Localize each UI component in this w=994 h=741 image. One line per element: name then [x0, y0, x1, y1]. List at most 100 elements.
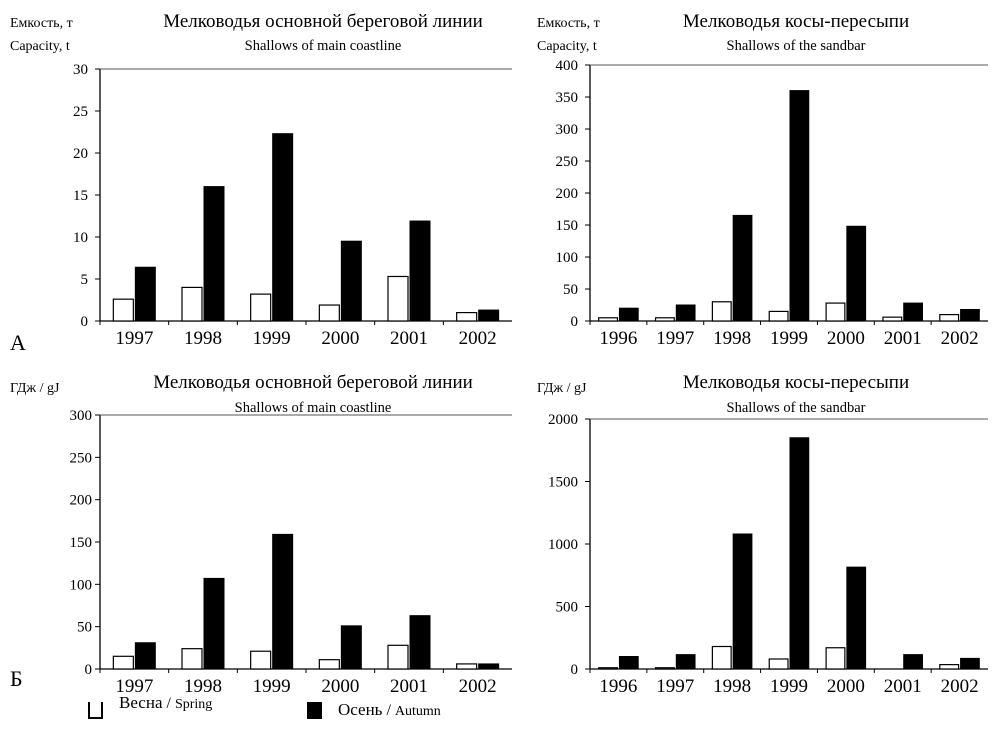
bar-autumn — [675, 304, 696, 322]
y-tick-label: 100 — [70, 577, 93, 593]
y-axis-label: Емкость, т — [537, 16, 600, 31]
y-tick-label: 0 — [81, 314, 89, 330]
x-tick-label: 2000 — [321, 676, 359, 697]
y-tick-label: 10 — [73, 230, 88, 246]
x-tick-label: 1997 — [115, 676, 153, 697]
x-tick-label: 1998 — [184, 676, 222, 697]
bar-spring — [387, 275, 409, 322]
x-tick-label: 2002 — [459, 676, 497, 697]
legend: Весна / Spring Осень / Autumn — [88, 694, 688, 738]
x-tick-label: 1999 — [770, 676, 808, 697]
legend-autumn-sep: / — [382, 702, 395, 719]
x-tick-label: 1999 — [253, 328, 291, 349]
bar-spring — [318, 659, 340, 670]
legend-swatch-autumn — [307, 702, 322, 719]
bar-autumn — [203, 186, 225, 322]
legend-autumn-en: Autumn — [394, 704, 441, 719]
x-tick-label: 1996 — [599, 676, 637, 697]
bar-spring — [768, 310, 789, 322]
figure-svg: А Б Мелководья основной береговой линии S… — [10, 11, 988, 697]
y-tick-label: 400 — [556, 58, 579, 74]
bar-autumn — [846, 566, 867, 670]
y-tick-label: 0 — [85, 662, 93, 678]
x-tick-label: 2001 — [390, 328, 428, 349]
legend-item-spring: Весна / Spring — [88, 694, 212, 719]
bar-autumn — [960, 308, 980, 322]
panel-letter-a: А — [10, 330, 26, 355]
bar-spring — [112, 298, 134, 322]
chart-title: Мелководья косы-пересыпи — [683, 11, 909, 32]
y-tick-label: 200 — [70, 493, 93, 509]
y-tick-label: 30 — [73, 62, 88, 78]
bar-autumn — [478, 663, 500, 670]
legend-label-spring: Весна / Spring — [119, 694, 212, 714]
x-tick-label: 1997 — [656, 328, 694, 349]
chart-subtitle: Shallows of main coastline — [245, 38, 402, 54]
y-tick-label: 350 — [556, 90, 579, 106]
bar-spring — [939, 314, 960, 322]
bar-autumn — [409, 615, 431, 670]
chart-title: Мелководья основной береговой линии — [163, 11, 483, 32]
bar-spring — [456, 663, 478, 670]
legend-spring-sep: / — [162, 695, 175, 712]
legend-label-autumn: Осень / Autumn — [338, 701, 441, 721]
bar-autumn — [409, 220, 431, 322]
bar-autumn — [272, 133, 294, 322]
legend-autumn-ru: Осень — [338, 700, 383, 719]
y-tick-label: 50 — [563, 282, 578, 298]
bar-autumn — [732, 533, 753, 670]
bar-autumn — [789, 437, 810, 670]
legend-spring-en: Spring — [174, 697, 213, 712]
bar-spring — [882, 316, 903, 322]
bar-spring — [825, 302, 846, 322]
bar-spring — [318, 304, 340, 322]
y-tick-label: 50 — [77, 620, 92, 636]
bar-autumn — [732, 214, 753, 322]
y-tick-label: 200 — [556, 186, 579, 202]
x-tick-label: 1997 — [115, 328, 153, 349]
y-tick-label: 1500 — [548, 475, 578, 491]
y-tick-label: 150 — [70, 535, 93, 551]
y-tick-label: 150 — [556, 218, 579, 234]
y-tick-label: 250 — [556, 154, 579, 170]
chart-title: Мелководья косы-пересыпи — [683, 372, 909, 393]
y-tick-label: 300 — [70, 408, 93, 424]
x-tick-label: 1996 — [599, 328, 637, 349]
bar-spring — [250, 293, 272, 322]
bar-spring — [112, 655, 134, 670]
y-axis-label: ГДж / gJ — [10, 381, 60, 396]
bar-spring — [181, 648, 203, 670]
bar-spring — [654, 317, 675, 322]
x-tick-label: 1997 — [656, 676, 694, 697]
bar-spring — [598, 667, 619, 670]
chart-panel-d: Мелководья косы-пересыпи Shallows of the … — [537, 372, 988, 697]
y-axis-label: ГДж / gJ — [537, 381, 587, 396]
bar-autumn — [478, 309, 500, 322]
y-tick-label: 15 — [73, 188, 88, 204]
bar-autumn — [675, 654, 696, 670]
bar-autumn — [203, 577, 225, 670]
bar-autumn — [903, 302, 923, 322]
bar-autumn — [903, 654, 923, 670]
y-axis-label: Емкость, т — [10, 16, 73, 31]
bar-spring — [250, 650, 272, 670]
bar-spring — [711, 645, 732, 670]
chart-subtitle: Shallows of the sandbar — [727, 38, 866, 54]
bar-autumn — [789, 90, 810, 322]
y-tick-label: 100 — [556, 250, 579, 266]
bar-autumn — [134, 642, 156, 670]
bar-spring — [711, 301, 732, 322]
x-tick-label: 2000 — [827, 328, 865, 349]
chart-panel-a: Мелководья основной береговой линии Shall… — [10, 11, 512, 349]
chart-title: Мелководья основной береговой линии — [153, 372, 473, 393]
x-tick-label: 2002 — [941, 676, 979, 697]
bar-spring — [825, 647, 846, 670]
y-tick-label: 300 — [556, 122, 579, 138]
bar-autumn — [618, 307, 639, 322]
x-tick-label: 1998 — [184, 328, 222, 349]
x-tick-label: 1999 — [770, 328, 808, 349]
bar-spring — [654, 667, 675, 670]
x-tick-label: 1998 — [713, 676, 751, 697]
bar-autumn — [340, 240, 362, 322]
